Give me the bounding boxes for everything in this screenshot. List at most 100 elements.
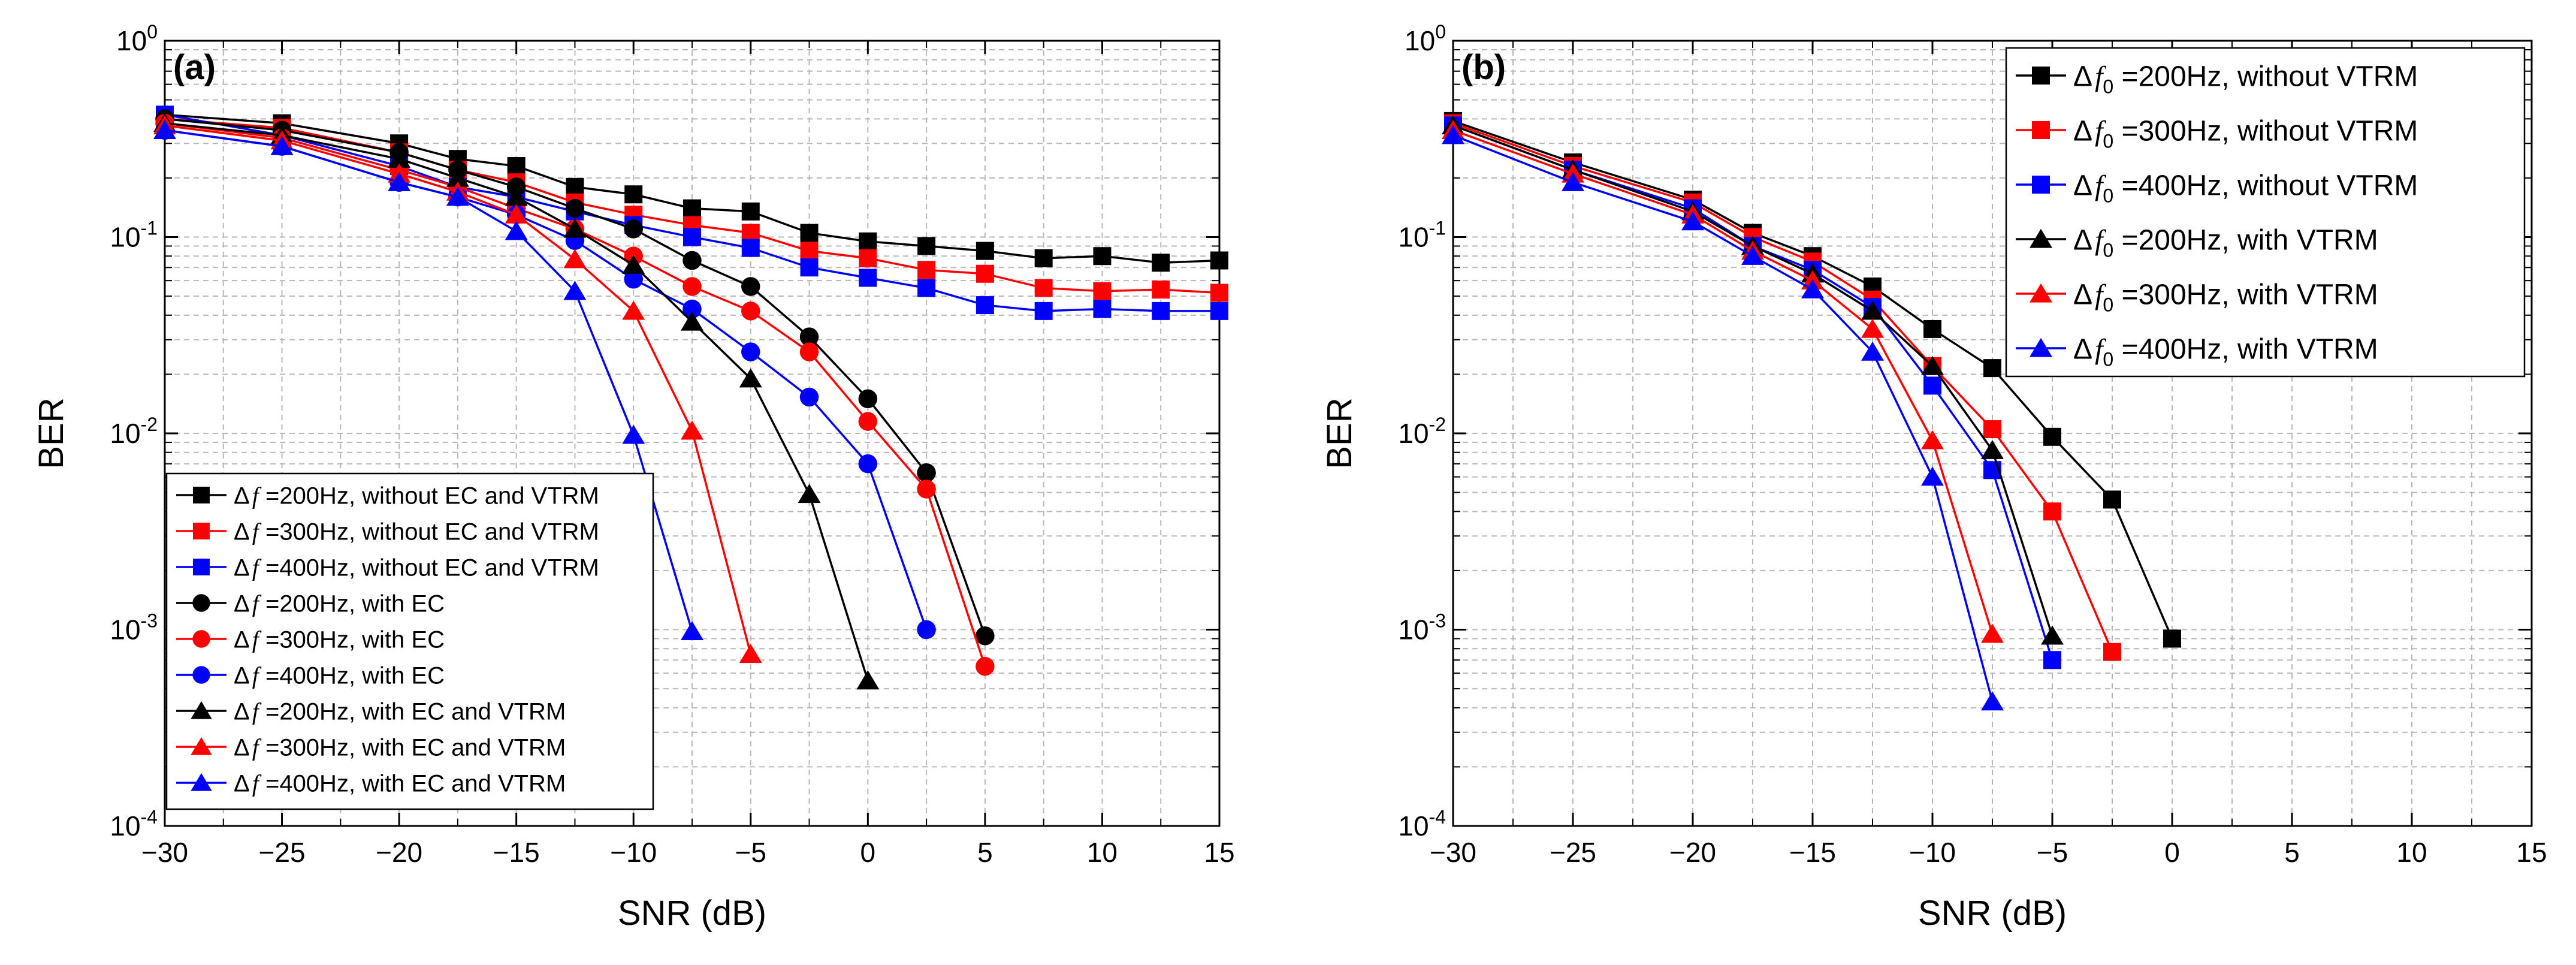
data-point — [1741, 245, 1764, 265]
data-point — [1152, 281, 1170, 299]
y-tick-label: 10-1 — [110, 218, 158, 253]
data-point — [1861, 318, 1884, 338]
legend-marker — [191, 701, 212, 719]
data-point — [622, 424, 645, 444]
y-tick-base: 10 — [1398, 810, 1429, 842]
x-tick-label: 10 — [2396, 837, 2427, 868]
legend-label-text: =200Hz, with VTRM — [2113, 224, 2378, 256]
data-point — [1983, 420, 2001, 439]
y-tick-label: 100 — [1405, 21, 1446, 56]
legend-delta: Δ — [234, 734, 250, 761]
y-tick-exponent: -2 — [1429, 414, 1446, 435]
x-tick-label: −20 — [1669, 837, 1716, 868]
data-point — [739, 368, 762, 388]
data-point — [799, 342, 819, 361]
data-point — [799, 387, 819, 407]
panel-label: (a) — [173, 48, 216, 87]
x-tick-label: 15 — [2516, 837, 2547, 868]
chart-panel-b: −30 −25 −20 −15 −10 −5 0 5 10 1510-410-310-210-11… — [1320, 21, 2547, 933]
legend-marker — [2030, 337, 2052, 357]
y-tick-base: 10 — [110, 614, 140, 646]
x-tick-label: −30 — [141, 837, 188, 868]
x-tick-label: −25 — [259, 837, 306, 868]
legend-label-text: =400Hz, with EC and VTRM — [259, 770, 566, 797]
legend: Δf0 =200Hz, without VTRM Δf0 =300Hz, with… — [2005, 47, 2526, 378]
data-point — [1801, 279, 1824, 298]
legend-entry-3: Δf0 =400Hz, without VTRM — [2016, 170, 2418, 206]
y-tick-exponent: 0 — [1435, 21, 1446, 43]
data-point — [622, 254, 645, 274]
data-point — [507, 157, 526, 176]
legend-label-text: =300Hz, with EC and VTRM — [259, 734, 566, 761]
data-point — [505, 186, 528, 206]
data-point — [741, 301, 760, 321]
y-tick-exponent: -1 — [1429, 218, 1446, 239]
y-tick-label: 10-2 — [110, 414, 158, 449]
y-tick-exponent: -1 — [141, 218, 158, 239]
data-point — [1093, 300, 1112, 318]
data-point — [2103, 643, 2121, 661]
data-point — [563, 249, 587, 269]
x-tick-label: 5 — [2284, 837, 2300, 868]
legend-marker — [2032, 121, 2050, 139]
legend-delta: Δ — [2073, 115, 2092, 147]
y-tick-base: 10 — [1398, 614, 1429, 646]
x-axis-title: SNR (dB) — [618, 894, 766, 933]
legend-marker — [193, 523, 210, 539]
y-tick-label: 100 — [116, 21, 158, 56]
data-point — [388, 148, 411, 168]
legend-delta: Δ — [234, 482, 250, 509]
data-point — [1210, 251, 1228, 270]
data-point — [856, 670, 880, 690]
legend-marker — [191, 773, 212, 791]
legend-marker — [2032, 67, 2050, 85]
data-point — [741, 224, 760, 242]
legend-entry-4: Δf0 =200Hz, with VTRM — [2016, 224, 2378, 261]
data-point — [1034, 301, 1053, 320]
y-tick-exponent: -4 — [141, 806, 158, 828]
data-point — [859, 269, 877, 287]
series-line — [164, 129, 693, 632]
legend-label-text: =300Hz, without VTRM — [2113, 115, 2418, 147]
x-tick-label: 0 — [2164, 837, 2180, 868]
data-point — [682, 277, 702, 296]
legend-label: Δf0 =300Hz, without VTRM — [2073, 115, 2418, 152]
x-tick-label: −15 — [1789, 837, 1836, 868]
legend-subscript: 0 — [2103, 348, 2113, 370]
legend-entry-2: Δf0 =300Hz, without VTRM — [2016, 115, 2418, 152]
data-point — [1981, 623, 2004, 643]
legend-delta: Δ — [234, 518, 250, 545]
legend-delta: Δ — [234, 554, 250, 581]
y-tick-exponent: -4 — [1429, 806, 1446, 828]
data-point — [2103, 490, 2121, 509]
x-tick-label: 5 — [977, 837, 993, 868]
series-line — [1452, 129, 1994, 635]
data-point — [1921, 466, 1944, 486]
legend-label-text: =300Hz, with EC — [259, 626, 445, 653]
data-point — [270, 135, 294, 155]
legend-delta: Δ — [2073, 333, 2092, 365]
data-point — [1861, 341, 1884, 361]
data-point — [1152, 301, 1170, 320]
legend-box — [2005, 47, 2526, 378]
y-tick-base: 10 — [110, 418, 140, 449]
data-point — [624, 185, 643, 204]
legend-marker — [191, 737, 212, 755]
data-point — [976, 242, 994, 260]
data-point — [1983, 359, 2001, 378]
data-point — [917, 463, 936, 482]
data-point — [976, 657, 995, 676]
legend-label-text: =200Hz, without EC and VTRM — [259, 482, 599, 509]
legend-delta: Δ — [2073, 224, 2092, 256]
data-point — [858, 454, 878, 474]
data-point — [682, 299, 702, 319]
data-point — [1210, 284, 1228, 302]
x-tick-label: −5 — [2037, 837, 2068, 868]
